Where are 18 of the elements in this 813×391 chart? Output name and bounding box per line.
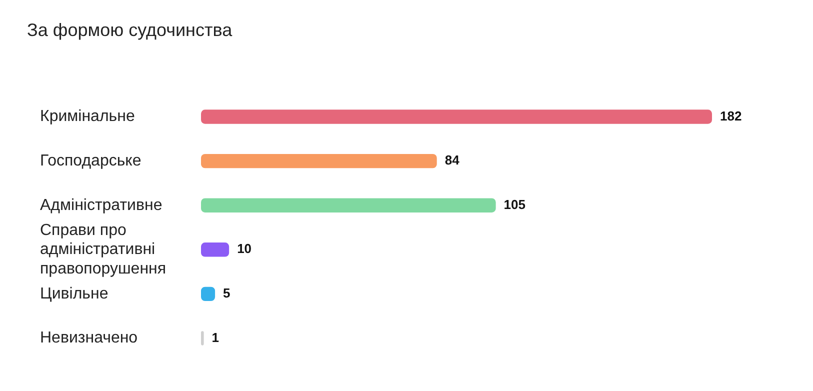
bar	[201, 110, 712, 124]
y-tick-label: Господарське	[40, 152, 142, 170]
y-tick-label: Невизначено	[40, 330, 138, 347]
bar	[201, 242, 230, 257]
data-label: 5	[223, 286, 230, 301]
y-tick-label: Справи про адміністративні правопорушення	[40, 222, 166, 278]
bar	[201, 154, 437, 168]
bar	[201, 331, 204, 346]
bar	[201, 198, 496, 212]
y-tick-label: Цивільне	[40, 285, 108, 302]
data-label: 105	[504, 196, 526, 212]
chart-title: За формою судочинства	[27, 20, 232, 41]
data-label: 84	[444, 152, 460, 168]
data-label: 182	[720, 108, 742, 124]
data-label: 1	[212, 330, 220, 345]
y-tick-label: Адміністративне	[40, 196, 162, 214]
data-label: 10	[237, 241, 252, 256]
y-tick-label: Кримінальне	[40, 108, 135, 126]
